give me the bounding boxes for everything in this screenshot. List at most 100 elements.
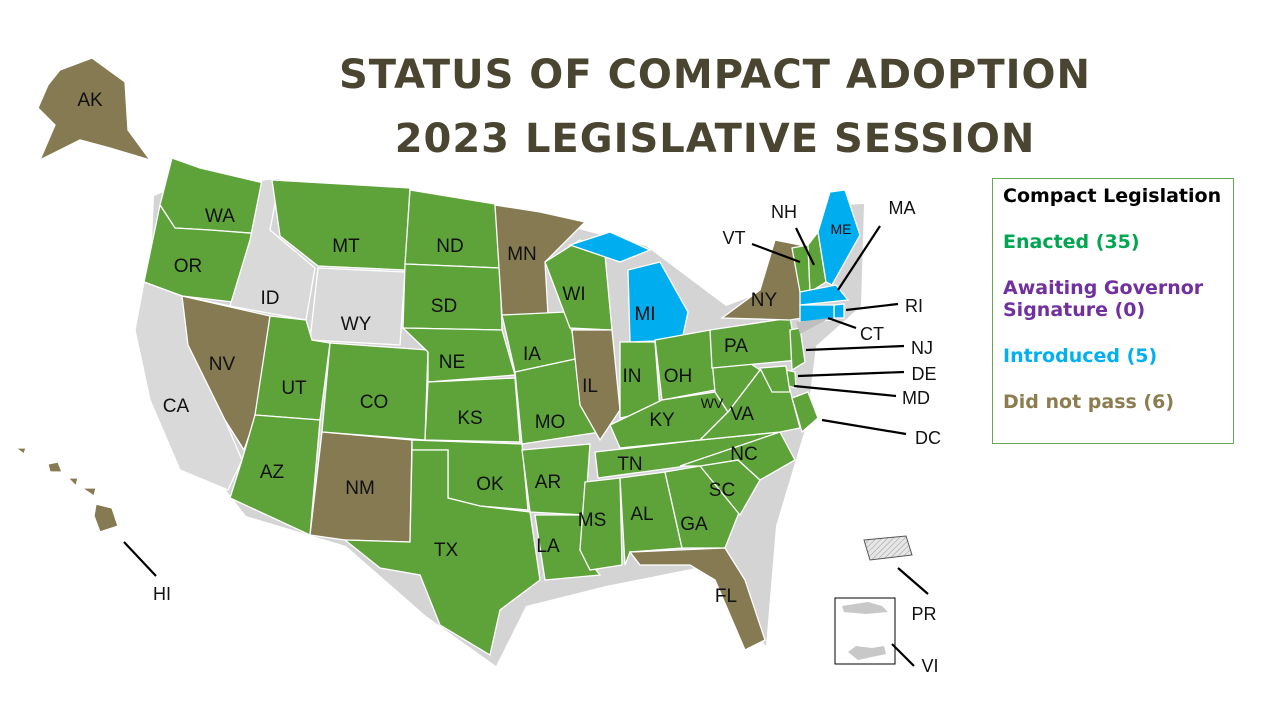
label-NE: NE bbox=[439, 352, 465, 373]
label-AK: AK bbox=[77, 90, 103, 111]
label-PA: PA bbox=[724, 336, 748, 357]
arrow-DC bbox=[821, 418, 907, 436]
map-title-line-1: STATUS OF COMPACT ADOPTION bbox=[338, 52, 1092, 98]
label-LA: LA bbox=[536, 536, 560, 557]
label-UT: UT bbox=[281, 378, 307, 399]
label-MT: MT bbox=[332, 236, 360, 257]
label-MS: MS bbox=[578, 510, 607, 531]
state-NE bbox=[401, 327, 516, 383]
label-TX: TX bbox=[434, 540, 459, 561]
label-MO: MO bbox=[535, 412, 566, 433]
legend: Compact Legislation Enacted (35) Awaitin… bbox=[992, 178, 1234, 444]
state-HI-3 bbox=[66, 477, 79, 488]
state-ME bbox=[817, 189, 861, 286]
label-WA: WA bbox=[205, 206, 235, 227]
callout-MD: MD bbox=[902, 388, 930, 408]
state-MT bbox=[271, 179, 411, 271]
label-AR: AR bbox=[535, 472, 561, 493]
territory-PR bbox=[863, 535, 913, 561]
label-FL: FL bbox=[715, 586, 737, 607]
state-HI-4 bbox=[79, 487, 97, 498]
label-TN: TN bbox=[617, 454, 642, 475]
state-AK bbox=[37, 57, 152, 162]
label-NM: NM bbox=[345, 478, 375, 499]
callout-VI: VI bbox=[921, 656, 938, 676]
label-ID: ID bbox=[261, 288, 280, 309]
label-VA: VA bbox=[730, 404, 754, 425]
state-labels: WA OR CA ID NV MT WY UT AZ CO NM ND SD N… bbox=[77, 90, 851, 607]
state-HI-1 bbox=[14, 447, 27, 456]
label-IN: IN bbox=[623, 366, 642, 387]
label-OK: OK bbox=[476, 474, 504, 495]
state-HI-2 bbox=[47, 461, 63, 473]
arrow-HI bbox=[123, 541, 157, 577]
label-NC: NC bbox=[730, 444, 757, 465]
state-HI-5 bbox=[93, 503, 119, 533]
label-WV: WV bbox=[701, 395, 724, 411]
arrow-DE bbox=[797, 370, 905, 378]
state-AL bbox=[619, 471, 683, 566]
callout-HI: HI bbox=[153, 584, 171, 604]
state-MS bbox=[579, 477, 623, 571]
callout-VT: VT bbox=[722, 228, 745, 248]
callout-MA: MA bbox=[889, 198, 916, 218]
callouts: NH VT MA RI CT NJ DE MD DC HI PR VI bbox=[123, 198, 941, 676]
state-NJ bbox=[789, 327, 806, 372]
state-MI bbox=[567, 231, 689, 343]
vi-inset-box bbox=[834, 597, 896, 665]
label-AZ: AZ bbox=[260, 462, 285, 483]
long-island bbox=[796, 318, 830, 334]
callout-PR: PR bbox=[911, 604, 936, 624]
label-SD: SD bbox=[431, 296, 457, 317]
legend-awaiting: Awaiting Governor Signature (0) bbox=[1003, 276, 1204, 322]
state-WY bbox=[309, 267, 406, 346]
map-title-line-2: 2023 LEGISLATIVE SESSION bbox=[394, 116, 1036, 162]
state-RI bbox=[833, 303, 845, 319]
label-AL: AL bbox=[630, 504, 653, 525]
arrow-NH bbox=[795, 227, 815, 266]
legend-enacted: Enacted (35) bbox=[1003, 230, 1140, 253]
arrow-MD bbox=[793, 384, 897, 398]
label-KS: KS bbox=[457, 408, 482, 429]
state-KS bbox=[424, 377, 521, 443]
arrow-RI bbox=[845, 302, 899, 312]
state-GA bbox=[664, 465, 741, 549]
label-SC: SC bbox=[709, 480, 735, 501]
label-NY: NY bbox=[751, 290, 778, 311]
legend-introduced: Introduced (5) bbox=[1003, 345, 1158, 368]
state-AZ bbox=[229, 414, 321, 536]
arrow-NJ bbox=[805, 344, 905, 352]
state-TX bbox=[343, 449, 541, 657]
label-MI: MI bbox=[634, 304, 655, 325]
state-MD bbox=[758, 365, 791, 393]
label-CO: CO bbox=[360, 392, 389, 413]
label-IA: IA bbox=[523, 344, 541, 365]
callout-NJ: NJ bbox=[911, 338, 933, 358]
callout-DC: DC bbox=[915, 428, 941, 448]
state-DC bbox=[791, 391, 819, 434]
callout-DE: DE bbox=[911, 364, 936, 384]
arrow-MA bbox=[837, 225, 881, 291]
label-WY: WY bbox=[341, 314, 372, 335]
arrow-CT bbox=[827, 316, 857, 330]
legend-heading: Compact Legislation bbox=[1003, 185, 1222, 207]
state-OH bbox=[654, 329, 716, 401]
label-IL: IL bbox=[582, 376, 598, 397]
arrow-VI bbox=[891, 643, 915, 667]
label-NV: NV bbox=[209, 354, 236, 375]
callout-CT: CT bbox=[860, 324, 884, 344]
label-KY: KY bbox=[649, 410, 675, 431]
arrow-PR bbox=[897, 567, 929, 595]
state-NY bbox=[720, 239, 803, 321]
label-GA: GA bbox=[680, 514, 708, 535]
territory-VI-south bbox=[848, 646, 886, 660]
label-OH: OH bbox=[664, 366, 693, 387]
label-MN: MN bbox=[507, 244, 537, 265]
label-ME: ME bbox=[831, 221, 852, 237]
label-WI: WI bbox=[562, 284, 585, 305]
legend-did-not-pass: Did not pass (6) bbox=[1003, 390, 1175, 413]
label-CA: CA bbox=[163, 396, 190, 417]
state-MA bbox=[799, 284, 850, 306]
label-OR: OR bbox=[174, 256, 203, 277]
